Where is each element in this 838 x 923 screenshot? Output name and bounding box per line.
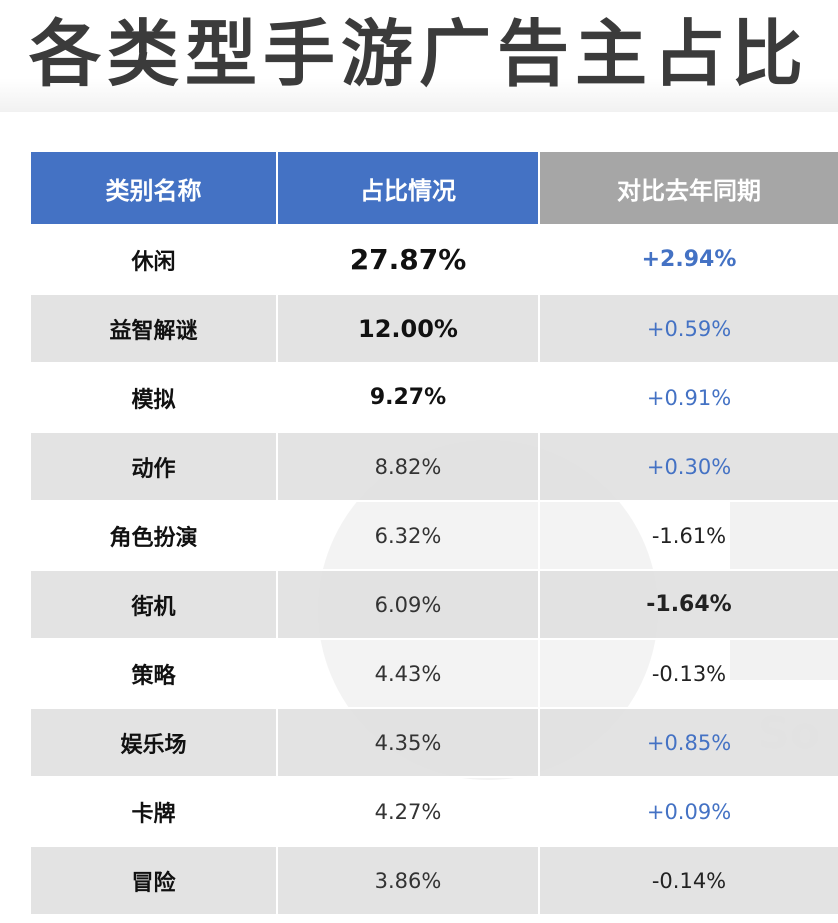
change-cell: -0.14% xyxy=(539,845,838,914)
change-cell: +0.85% xyxy=(539,707,838,777)
share-cell: 4.43% xyxy=(277,638,540,708)
share-cell: 27.87% xyxy=(277,224,540,294)
header-category: 类别名称 xyxy=(31,152,278,225)
share-cell: 4.35% xyxy=(277,707,540,777)
change-cell: +0.09% xyxy=(539,776,838,846)
change-cell: -1.61% xyxy=(539,500,838,570)
header-share: 占比情况 xyxy=(277,152,540,225)
change-cell: +0.59% xyxy=(539,293,838,363)
table-row: 休闲 27.87% +2.94% xyxy=(31,224,838,294)
table-row: 益智解谜 12.00% +0.59% xyxy=(31,293,838,363)
table-row: 动作 8.82% +0.30% xyxy=(31,431,838,501)
table-row: 卡牌 4.27% +0.09% xyxy=(31,776,838,846)
table-row: 角色扮演 6.32% -1.61% xyxy=(31,500,838,570)
table-row: 冒险 3.86% -0.14% xyxy=(31,845,838,914)
change-cell: -1.64% xyxy=(539,569,838,639)
table-row: 策略 4.43% -0.13% xyxy=(31,638,838,708)
category-cell: 动作 xyxy=(31,431,278,501)
change-cell: +2.94% xyxy=(539,224,838,294)
category-cell: 冒险 xyxy=(31,845,278,914)
category-cell: 模拟 xyxy=(31,362,278,432)
share-cell: 6.09% xyxy=(277,569,540,639)
change-cell: +0.91% xyxy=(539,362,838,432)
change-cell: +0.30% xyxy=(539,431,838,501)
title-band xyxy=(0,0,838,112)
category-cell: 角色扮演 xyxy=(31,500,278,570)
share-cell: 3.86% xyxy=(277,845,540,914)
share-cell: 6.32% xyxy=(277,500,540,570)
change-cell: -0.13% xyxy=(539,638,838,708)
share-table: 类别名称 占比情况 对比去年同期 休闲 27.87% +2.94% 益智解谜 1… xyxy=(31,152,838,914)
table-row: 娱乐场 4.35% +0.85% xyxy=(31,707,838,777)
category-cell: 益智解谜 xyxy=(31,293,278,363)
category-cell: 策略 xyxy=(31,638,278,708)
share-cell: 12.00% xyxy=(277,293,540,363)
table-row: 街机 6.09% -1.64% xyxy=(31,569,838,639)
table-row: 模拟 9.27% +0.91% xyxy=(31,362,838,432)
table-header-row: 类别名称 占比情况 对比去年同期 xyxy=(31,152,838,225)
header-change: 对比去年同期 xyxy=(539,152,838,225)
share-cell: 4.27% xyxy=(277,776,540,846)
page-title: 各类型手游广告主占比 xyxy=(28,12,809,96)
category-cell: 休闲 xyxy=(31,224,278,294)
category-cell: 娱乐场 xyxy=(31,707,278,777)
category-cell: 卡牌 xyxy=(31,776,278,846)
category-cell: 街机 xyxy=(31,569,278,639)
share-cell: 8.82% xyxy=(277,431,540,501)
share-cell: 9.27% xyxy=(277,362,540,432)
